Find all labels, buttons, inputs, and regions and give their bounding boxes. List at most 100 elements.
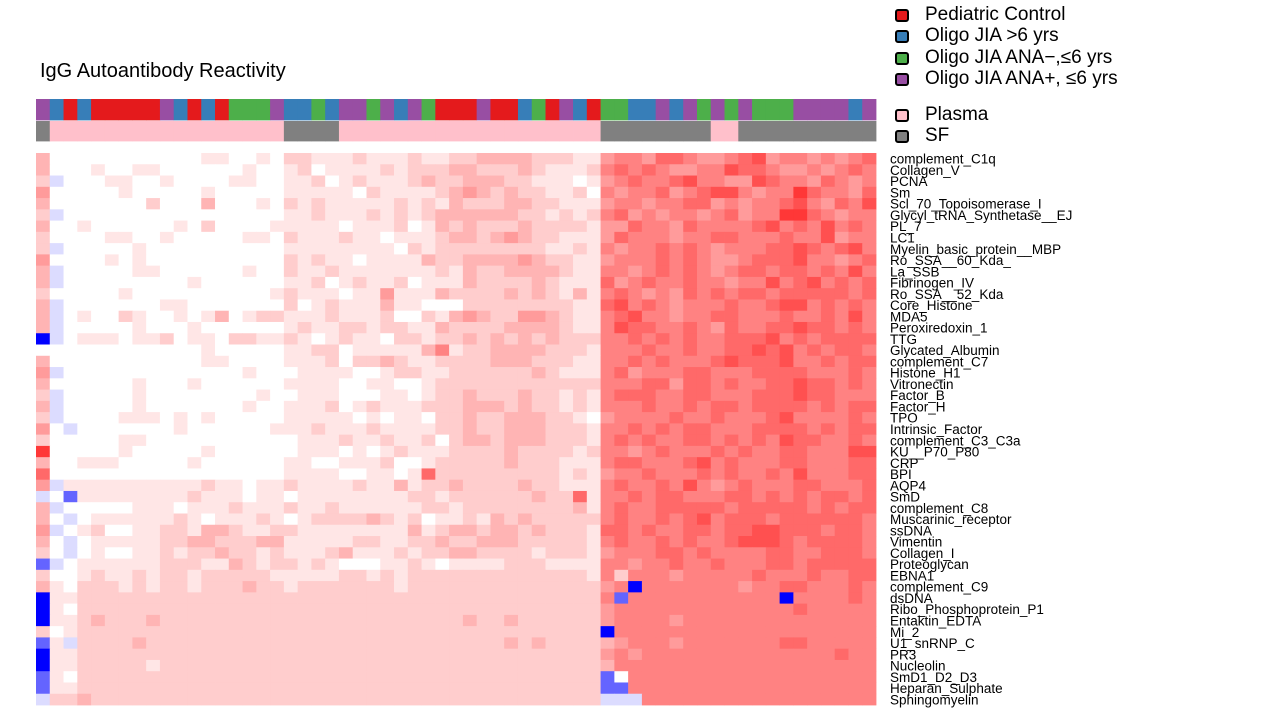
heatmap-cell bbox=[91, 479, 106, 492]
tissue-annotation-cell bbox=[517, 121, 533, 142]
heatmap-cell bbox=[848, 682, 863, 695]
heatmap-cell bbox=[820, 412, 836, 424]
heatmap-cell bbox=[696, 164, 712, 176]
heatmap-cell bbox=[325, 344, 340, 357]
heatmap-cell bbox=[63, 659, 78, 672]
group-annotation-cell bbox=[545, 99, 560, 121]
heatmap-cell bbox=[270, 614, 285, 627]
heatmap-cell bbox=[820, 164, 836, 176]
heatmap-cell bbox=[159, 333, 175, 345]
heatmap-cell bbox=[352, 479, 367, 492]
heatmap-cell bbox=[242, 603, 257, 616]
heatmap-cell bbox=[490, 412, 505, 424]
heatmap-cell bbox=[366, 186, 381, 199]
heatmap-cell bbox=[380, 671, 395, 683]
heatmap-cell bbox=[421, 614, 436, 627]
heatmap-cell bbox=[159, 479, 175, 492]
heatmap-cell bbox=[504, 378, 519, 390]
heatmap-cell bbox=[517, 637, 533, 650]
heatmap-cell bbox=[435, 569, 450, 582]
heatmap-cell bbox=[311, 333, 326, 345]
heatmap-cell bbox=[91, 231, 106, 244]
heatmap-cell bbox=[683, 355, 698, 368]
group-annotation-cell bbox=[366, 99, 381, 121]
heatmap-cell bbox=[366, 164, 381, 176]
heatmap-cell bbox=[77, 614, 92, 627]
heatmap-cell bbox=[256, 468, 271, 481]
heatmap-cell bbox=[752, 220, 767, 233]
heatmap-cell bbox=[820, 367, 836, 379]
heatmap-cell bbox=[462, 243, 478, 255]
heatmap-cell bbox=[531, 164, 546, 176]
heatmap-cell bbox=[91, 592, 106, 605]
heatmap-cell bbox=[36, 265, 51, 278]
heatmap-cell bbox=[338, 423, 354, 436]
tissue-annotation-cell bbox=[173, 121, 188, 142]
heatmap-cell bbox=[779, 637, 794, 650]
heatmap-cell bbox=[159, 367, 175, 379]
heatmap-cell bbox=[641, 592, 657, 605]
heatmap-cell bbox=[270, 502, 285, 514]
heatmap-cell bbox=[104, 153, 120, 165]
heatmap-cell bbox=[641, 626, 657, 638]
heatmap-cell bbox=[614, 502, 629, 514]
heatmap-cell bbox=[834, 457, 849, 469]
heatmap-cell bbox=[215, 254, 230, 267]
heatmap-cell bbox=[752, 344, 767, 357]
heatmap-cell bbox=[91, 153, 106, 165]
heatmap-cell bbox=[628, 569, 643, 582]
heatmap-cell bbox=[655, 468, 670, 481]
heatmap-cell bbox=[132, 288, 147, 300]
heatmap-cell bbox=[545, 490, 560, 503]
heatmap-cell bbox=[752, 648, 767, 661]
heatmap-cell bbox=[256, 310, 271, 323]
heatmap-cell bbox=[545, 243, 560, 255]
heatmap-cell bbox=[765, 333, 781, 345]
heatmap-cell bbox=[807, 479, 822, 492]
heatmap-cell bbox=[517, 209, 533, 221]
heatmap-cell bbox=[600, 603, 615, 616]
heatmap-cell bbox=[159, 682, 175, 695]
heatmap-cell bbox=[173, 333, 188, 345]
heatmap-cell bbox=[173, 479, 188, 492]
heatmap-cell bbox=[462, 671, 478, 683]
heatmap-cell bbox=[49, 558, 64, 571]
heatmap-cell bbox=[242, 198, 257, 210]
row-label: Mi_2 bbox=[890, 625, 919, 640]
heatmap-cell bbox=[476, 220, 491, 233]
heatmap-cell bbox=[118, 299, 133, 312]
heatmap-cell bbox=[338, 220, 354, 233]
heatmap-cell bbox=[628, 671, 643, 683]
heatmap-cell bbox=[669, 626, 684, 638]
heatmap-cell bbox=[504, 682, 519, 695]
heatmap-cell bbox=[848, 276, 863, 289]
heatmap-cell bbox=[63, 367, 78, 379]
heatmap-cell bbox=[628, 648, 643, 661]
heatmap-cell bbox=[352, 243, 367, 255]
heatmap-cell bbox=[146, 288, 161, 300]
heatmap-cell bbox=[765, 603, 781, 616]
heatmap-cell bbox=[366, 502, 381, 514]
heatmap-cell bbox=[91, 434, 106, 447]
heatmap-cell bbox=[462, 490, 478, 503]
heatmap-cell bbox=[545, 254, 560, 267]
tissue-annotation-cell bbox=[834, 121, 849, 142]
heatmap-cell bbox=[173, 423, 188, 436]
heatmap-cell bbox=[311, 254, 326, 267]
heatmap-cell bbox=[848, 671, 863, 683]
heatmap-cell bbox=[311, 468, 326, 481]
heatmap-cell bbox=[600, 569, 615, 582]
heatmap-cell bbox=[256, 412, 271, 424]
heatmap-cell bbox=[104, 423, 120, 436]
heatmap-cell bbox=[270, 479, 285, 492]
heatmap-cell bbox=[338, 671, 354, 683]
heatmap-cell bbox=[338, 254, 354, 267]
heatmap-cell bbox=[256, 479, 271, 492]
heatmap-cell bbox=[201, 299, 216, 312]
heatmap-cell bbox=[352, 434, 367, 447]
heatmap-cell bbox=[366, 558, 381, 571]
heatmap-cell bbox=[559, 153, 574, 165]
heatmap-cell bbox=[77, 265, 92, 278]
heatmap-cell bbox=[270, 209, 285, 221]
row-label: EBNA1 bbox=[890, 568, 934, 583]
